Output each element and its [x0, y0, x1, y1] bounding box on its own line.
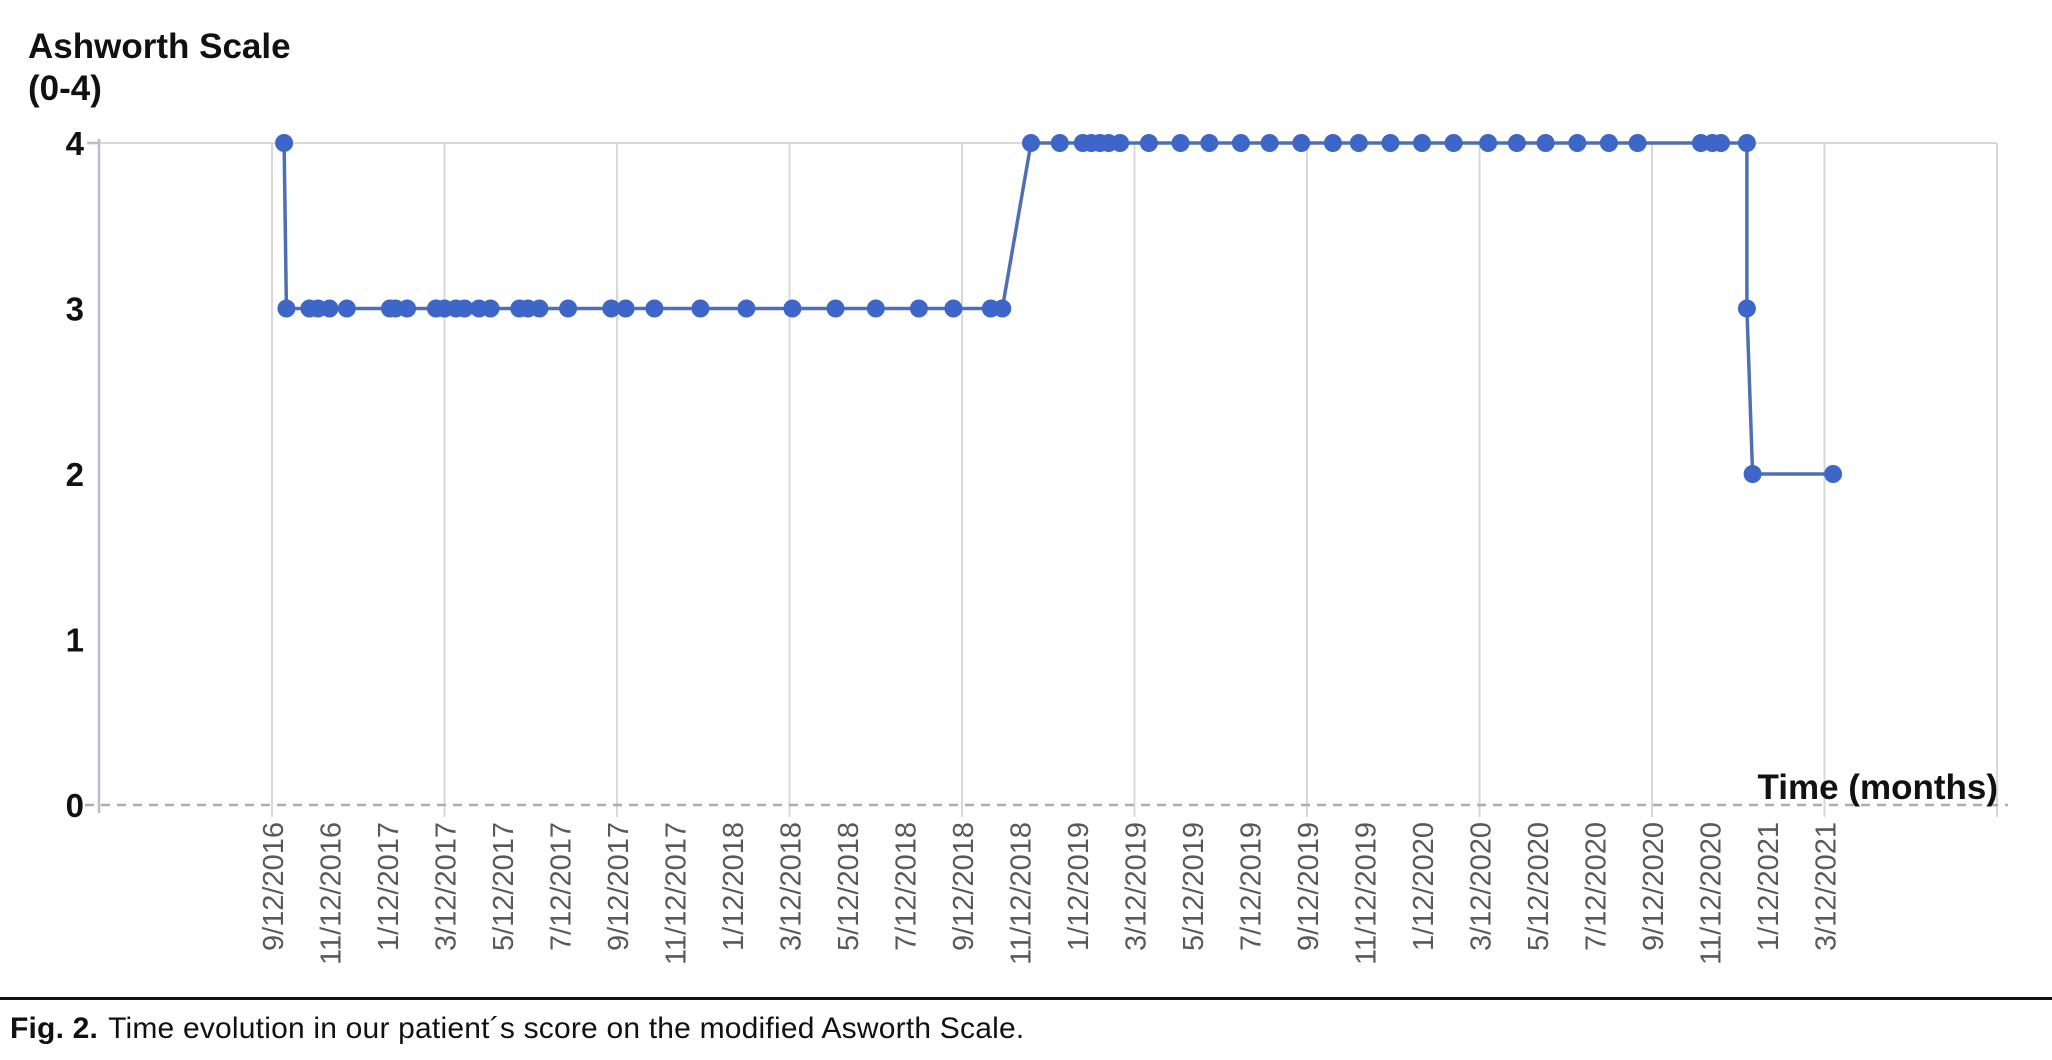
x-tick-label: 7/12/2017 — [546, 822, 578, 951]
x-tick-label: 3/12/2019 — [1121, 822, 1153, 951]
data-point — [944, 299, 963, 318]
x-tick-label: 7/12/2019 — [1236, 822, 1268, 951]
x-tick-label: 11/12/2019 — [1351, 822, 1383, 965]
data-point — [1022, 134, 1040, 152]
x-tick-label: 5/12/2017 — [488, 822, 520, 951]
data-point — [1323, 134, 1342, 152]
data-point — [1479, 134, 1498, 152]
y-tick-label: 1 — [66, 622, 84, 659]
data-point — [1568, 134, 1587, 152]
data-point — [1200, 134, 1219, 152]
x-tick-label: 11/12/2018 — [1006, 822, 1038, 965]
x-tick-label: 1/12/2017 — [373, 822, 405, 951]
data-point — [691, 299, 710, 318]
figure-caption-label: Fig. 2. — [10, 1012, 99, 1045]
x-tick-label: 5/12/2020 — [1523, 822, 1555, 951]
data-point — [737, 299, 756, 318]
data-point — [616, 299, 635, 318]
chart-title-line1: Ashworth Scale — [28, 27, 291, 66]
figure-caption-text: Time evolution in our patient´s score on… — [108, 1012, 1025, 1045]
data-point — [1536, 134, 1555, 152]
y-tick-label: 3 — [66, 291, 84, 328]
data-point — [1349, 134, 1368, 152]
data-point — [1737, 299, 1756, 318]
x-tick-labels: 9/12/2016 11/12/2016 1/12/2017 3/12/2017 5/1… — [258, 822, 1843, 965]
data-point — [1444, 134, 1463, 152]
data-point — [909, 299, 928, 318]
data-point — [1292, 134, 1311, 152]
y-tick-label: 4 — [66, 125, 85, 162]
y-tick-label: 2 — [66, 456, 84, 493]
x-tick-label: 3/12/2021 — [1811, 822, 1843, 951]
x-tick-label: 3/12/2018 — [776, 822, 808, 951]
x-tick-label: 1/12/2018 — [718, 822, 750, 951]
y-tick-label: 0 — [66, 787, 84, 824]
figure-caption: Fig. 2. Time evolution in our patient´s s… — [0, 997, 2052, 1046]
data-point — [455, 299, 474, 318]
x-axis-title: Time (months) — [1758, 768, 1998, 807]
x-tick-label: 11/12/2020 — [1696, 822, 1728, 965]
data-point — [1712, 134, 1730, 152]
data-point — [1171, 134, 1190, 152]
x-tick-label: 9/12/2016 — [258, 822, 290, 951]
data-point — [320, 299, 339, 318]
data-series — [275, 134, 1843, 483]
x-tick-label: 7/12/2020 — [1581, 822, 1613, 951]
x-tick-label: 1/12/2021 — [1753, 822, 1785, 951]
data-point — [1507, 134, 1526, 152]
data-point — [1743, 465, 1762, 483]
data-point — [1628, 134, 1647, 152]
x-tick-label: 9/12/2017 — [603, 822, 635, 951]
x-tick-label: 9/12/2019 — [1293, 822, 1325, 951]
data-point — [1260, 134, 1279, 152]
data-point — [645, 299, 664, 318]
x-tick-label: 1/12/2019 — [1063, 822, 1095, 951]
data-point — [337, 299, 356, 318]
data-point — [1413, 134, 1431, 152]
x-tick-label: 7/12/2018 — [891, 822, 923, 951]
x-tick-label: 9/12/2018 — [948, 822, 980, 951]
y-tick-labels: 0 1 2 3 4 — [66, 125, 85, 824]
data-point — [1139, 134, 1158, 152]
data-point — [275, 134, 294, 152]
data-point — [602, 299, 621, 318]
data-point — [826, 299, 845, 318]
data-point — [783, 299, 802, 318]
data-point — [866, 299, 885, 318]
data-point — [1231, 134, 1250, 152]
data-point — [530, 299, 549, 318]
data-point — [559, 299, 578, 318]
chart-title-line2: (0-4) — [28, 69, 102, 108]
x-tick-label: 5/12/2018 — [833, 822, 865, 951]
data-point — [1824, 465, 1843, 483]
x-tick-label: 11/12/2016 — [316, 822, 348, 965]
data-point — [398, 299, 417, 318]
x-tick-label: 3/12/2017 — [431, 822, 463, 951]
axes — [87, 139, 101, 813]
data-point — [277, 299, 296, 318]
x-tick-label: 3/12/2020 — [1466, 822, 1498, 951]
x-tick-label: 1/12/2020 — [1408, 822, 1440, 951]
data-point — [481, 299, 500, 318]
data-point — [1111, 134, 1130, 152]
x-tick-label: 11/12/2017 — [661, 822, 693, 965]
data-point — [1381, 134, 1400, 152]
x-tick-label: 5/12/2019 — [1178, 822, 1210, 951]
data-point — [1737, 134, 1756, 152]
gridlines — [85, 142, 2008, 817]
data-point — [1050, 134, 1069, 152]
data-point — [1599, 134, 1618, 152]
x-tick-label: 9/12/2020 — [1638, 822, 1670, 951]
data-point — [993, 299, 1012, 318]
